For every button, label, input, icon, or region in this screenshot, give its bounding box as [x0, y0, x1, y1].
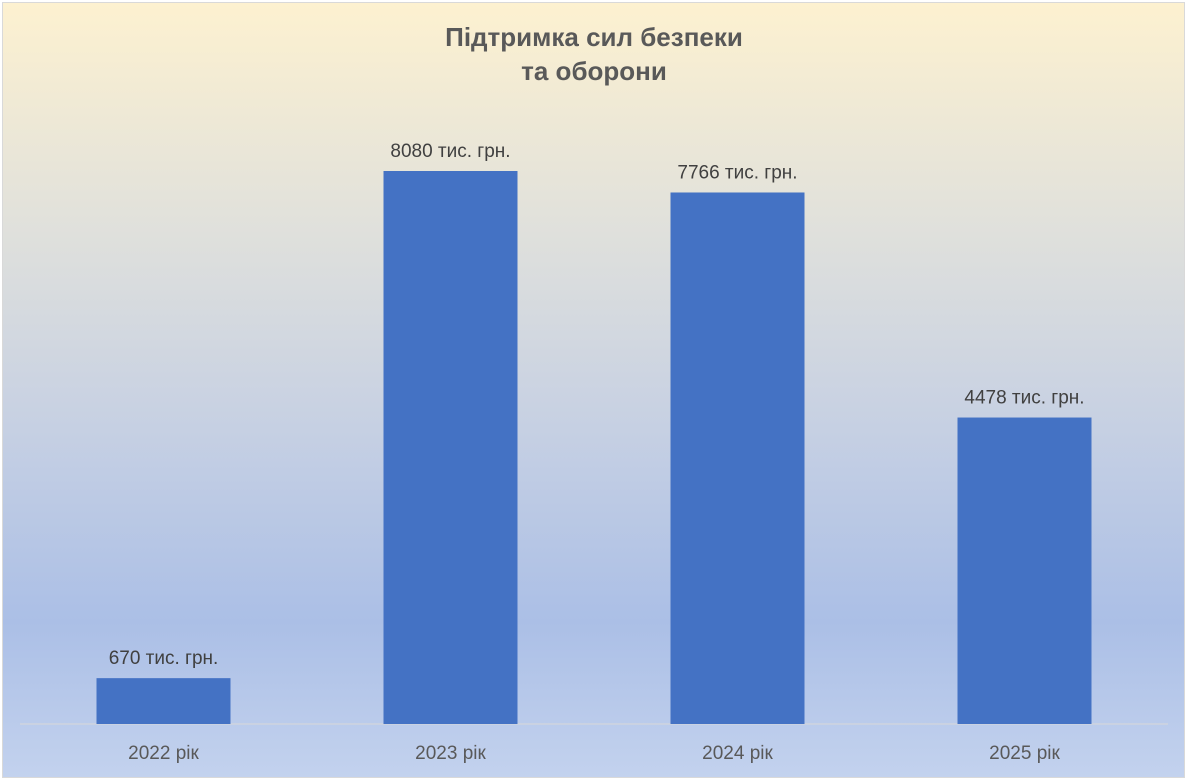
x-tick-label-3: 2024 рік [702, 743, 773, 764]
x-tick-label-4: 2025 рік [989, 743, 1060, 764]
data-label-2: 8080 тис. грн. [390, 141, 510, 162]
bars-group: 670 тис. грн. 2022 рік 8080 тис. грн. 2023 … [96, 141, 1092, 764]
bar-4 [957, 417, 1092, 724]
bar-1 [96, 678, 231, 724]
data-label-3: 7766 тис. грн. [677, 162, 797, 183]
x-tick-label-2: 2023 рік [415, 743, 486, 764]
chart-title-line-2: та оборони [521, 56, 667, 86]
chart-title-line-1: Підтримка сил безпеки [445, 22, 743, 52]
bar-3 [670, 192, 805, 724]
data-label-4: 4478 тис. грн. [964, 388, 1084, 409]
x-tick-label-1: 2022 рік [128, 743, 199, 764]
bar-2 [383, 171, 518, 724]
data-label-1: 670 тис. грн. [109, 648, 219, 669]
